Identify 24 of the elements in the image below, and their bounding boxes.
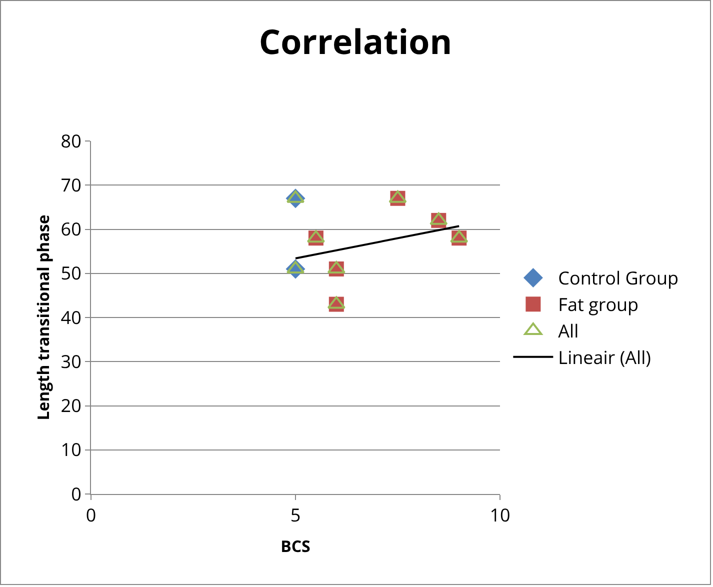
y-tick-label: 40	[60, 306, 82, 330]
point	[327, 260, 346, 274]
y-tick-label: 50	[60, 262, 82, 286]
y-tick-label: 0	[71, 482, 82, 506]
y-tick-label: 10	[60, 438, 82, 462]
point	[450, 230, 468, 243]
point	[327, 296, 346, 309]
y-tick-label: 60	[60, 218, 82, 242]
y-axis-title: Length transitional phase	[32, 214, 54, 420]
x-axis-title: BCS	[280, 535, 311, 557]
point	[388, 190, 407, 203]
y-tick-label: 30	[60, 350, 82, 374]
legend-label: Control Group	[558, 266, 679, 291]
legend-label: Fat group	[558, 293, 639, 318]
y-tick-label: 70	[60, 173, 82, 198]
y-tick-label: 20	[60, 394, 82, 418]
x-tick-label: 10	[490, 504, 510, 528]
chart-title: Correlation	[258, 18, 452, 64]
x-tick-label: 0	[86, 504, 96, 528]
legend-label: All	[558, 320, 579, 344]
legend-label: Lineair (All)	[558, 346, 651, 370]
x-tick-label: 5	[290, 504, 301, 528]
y-tick-label: 80	[60, 129, 82, 154]
point	[430, 212, 448, 225]
